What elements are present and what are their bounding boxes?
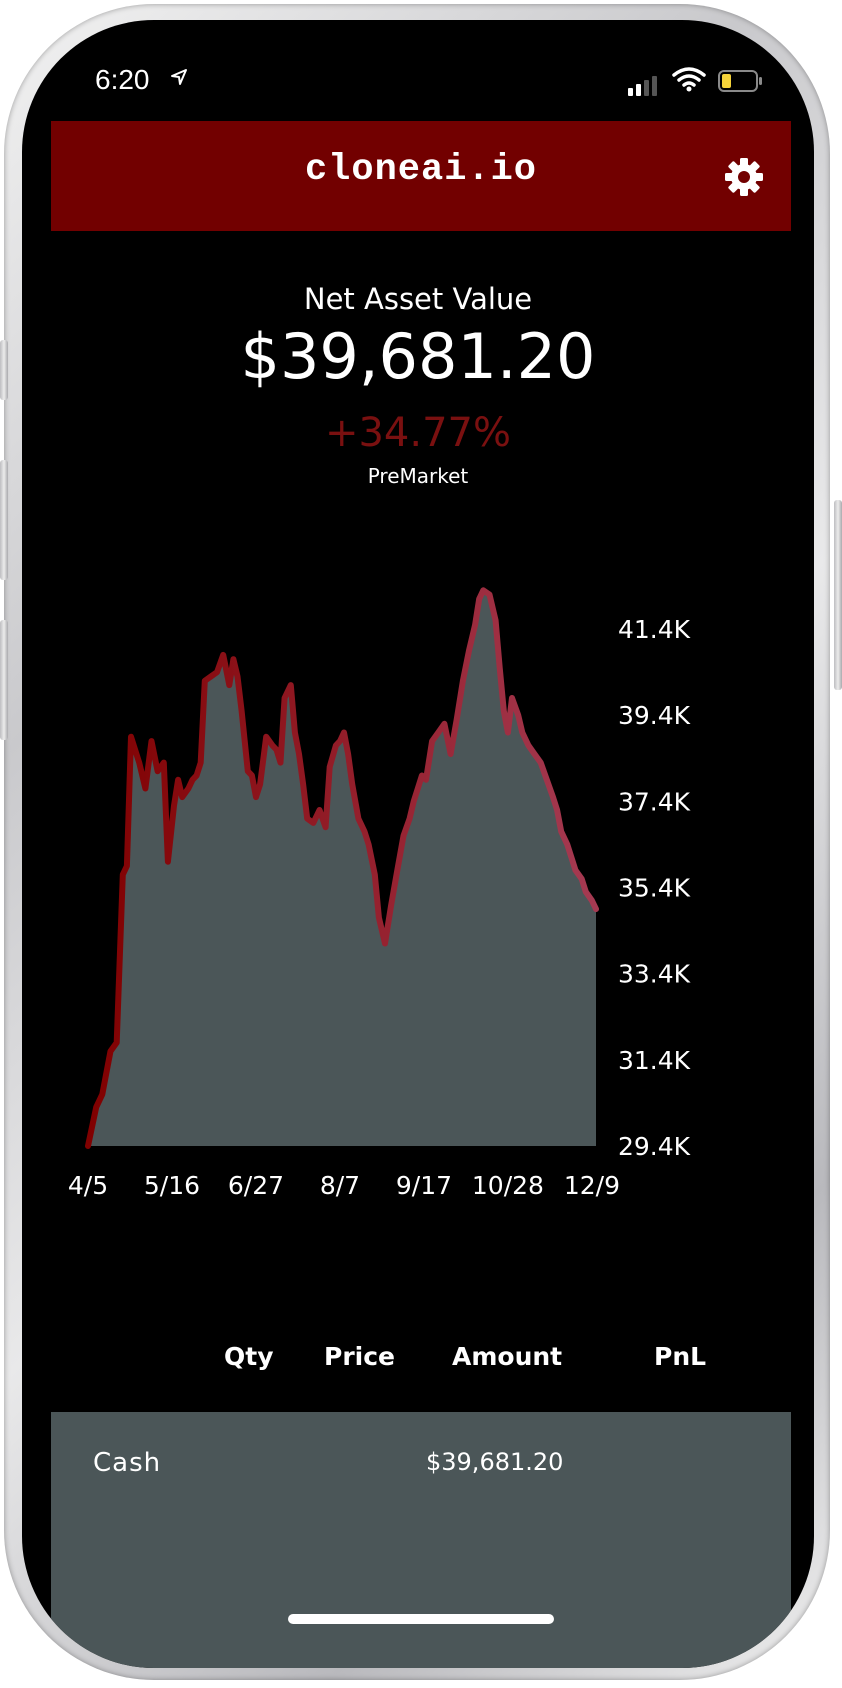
gear-icon[interactable]: [724, 157, 764, 197]
x-tick-label: 9/17: [396, 1171, 452, 1200]
y-tick-label: 35.4K: [618, 874, 691, 903]
y-tick-label: 39.4K: [618, 701, 691, 730]
x-tick-label: 5/16: [144, 1171, 200, 1200]
position-label: Cash: [93, 1448, 162, 1478]
power-button: [834, 500, 842, 690]
column-header-qty: Qty: [224, 1342, 274, 1371]
y-tick-label: 37.4K: [618, 787, 691, 816]
status-bar: 6:20: [22, 20, 814, 130]
column-header-pnl: PnL: [654, 1342, 707, 1371]
positions-list: Cash $39,681.20: [51, 1412, 791, 1668]
x-tick-label: 6/27: [228, 1171, 284, 1200]
home-indicator[interactable]: [288, 1614, 554, 1624]
nav-change-percent: +34.77%: [324, 410, 512, 456]
x-tick-label: 4/5: [68, 1171, 108, 1200]
silent-switch: [0, 340, 8, 400]
chart-series-line: [85, 587, 599, 1149]
y-tick-label: 29.4K: [618, 1132, 691, 1161]
battery-low-icon: [718, 70, 762, 92]
signal-icon: [628, 76, 657, 96]
position-amount: $39,681.20: [426, 1448, 564, 1476]
status-time: 6:20: [95, 64, 150, 95]
location-arrow-icon: [171, 69, 187, 85]
market-session-label: PreMarket: [367, 464, 469, 488]
x-tick-label: 12/9: [564, 1171, 620, 1200]
app-screen: 6:20 cloneai.io: [22, 20, 814, 1668]
x-tick-label: 8/7: [320, 1171, 360, 1200]
nav-value: $39,681.20: [240, 320, 596, 393]
nav-label: Net Asset Value: [303, 282, 533, 316]
column-header-amount: Amount: [452, 1342, 563, 1371]
y-tick-label: 33.4K: [618, 960, 691, 989]
app-header: cloneai.io: [51, 121, 791, 231]
column-header-price: Price: [324, 1342, 395, 1371]
y-tick-label: 41.4K: [618, 615, 691, 644]
volume-up-button: [0, 460, 8, 580]
app-title: cloneai.io: [304, 149, 538, 191]
x-tick-label: 10/28: [472, 1171, 544, 1200]
volume-down-button: [0, 620, 8, 740]
wifi-icon: [672, 67, 706, 92]
nav-history-chart: 41.4K 39.4K 37.4K 35.4K 33.4K 31.4K 29.4K 4/5 5…: [68, 587, 691, 1200]
chart-area-fill: [88, 590, 596, 1146]
y-tick-label: 31.4K: [618, 1046, 691, 1075]
